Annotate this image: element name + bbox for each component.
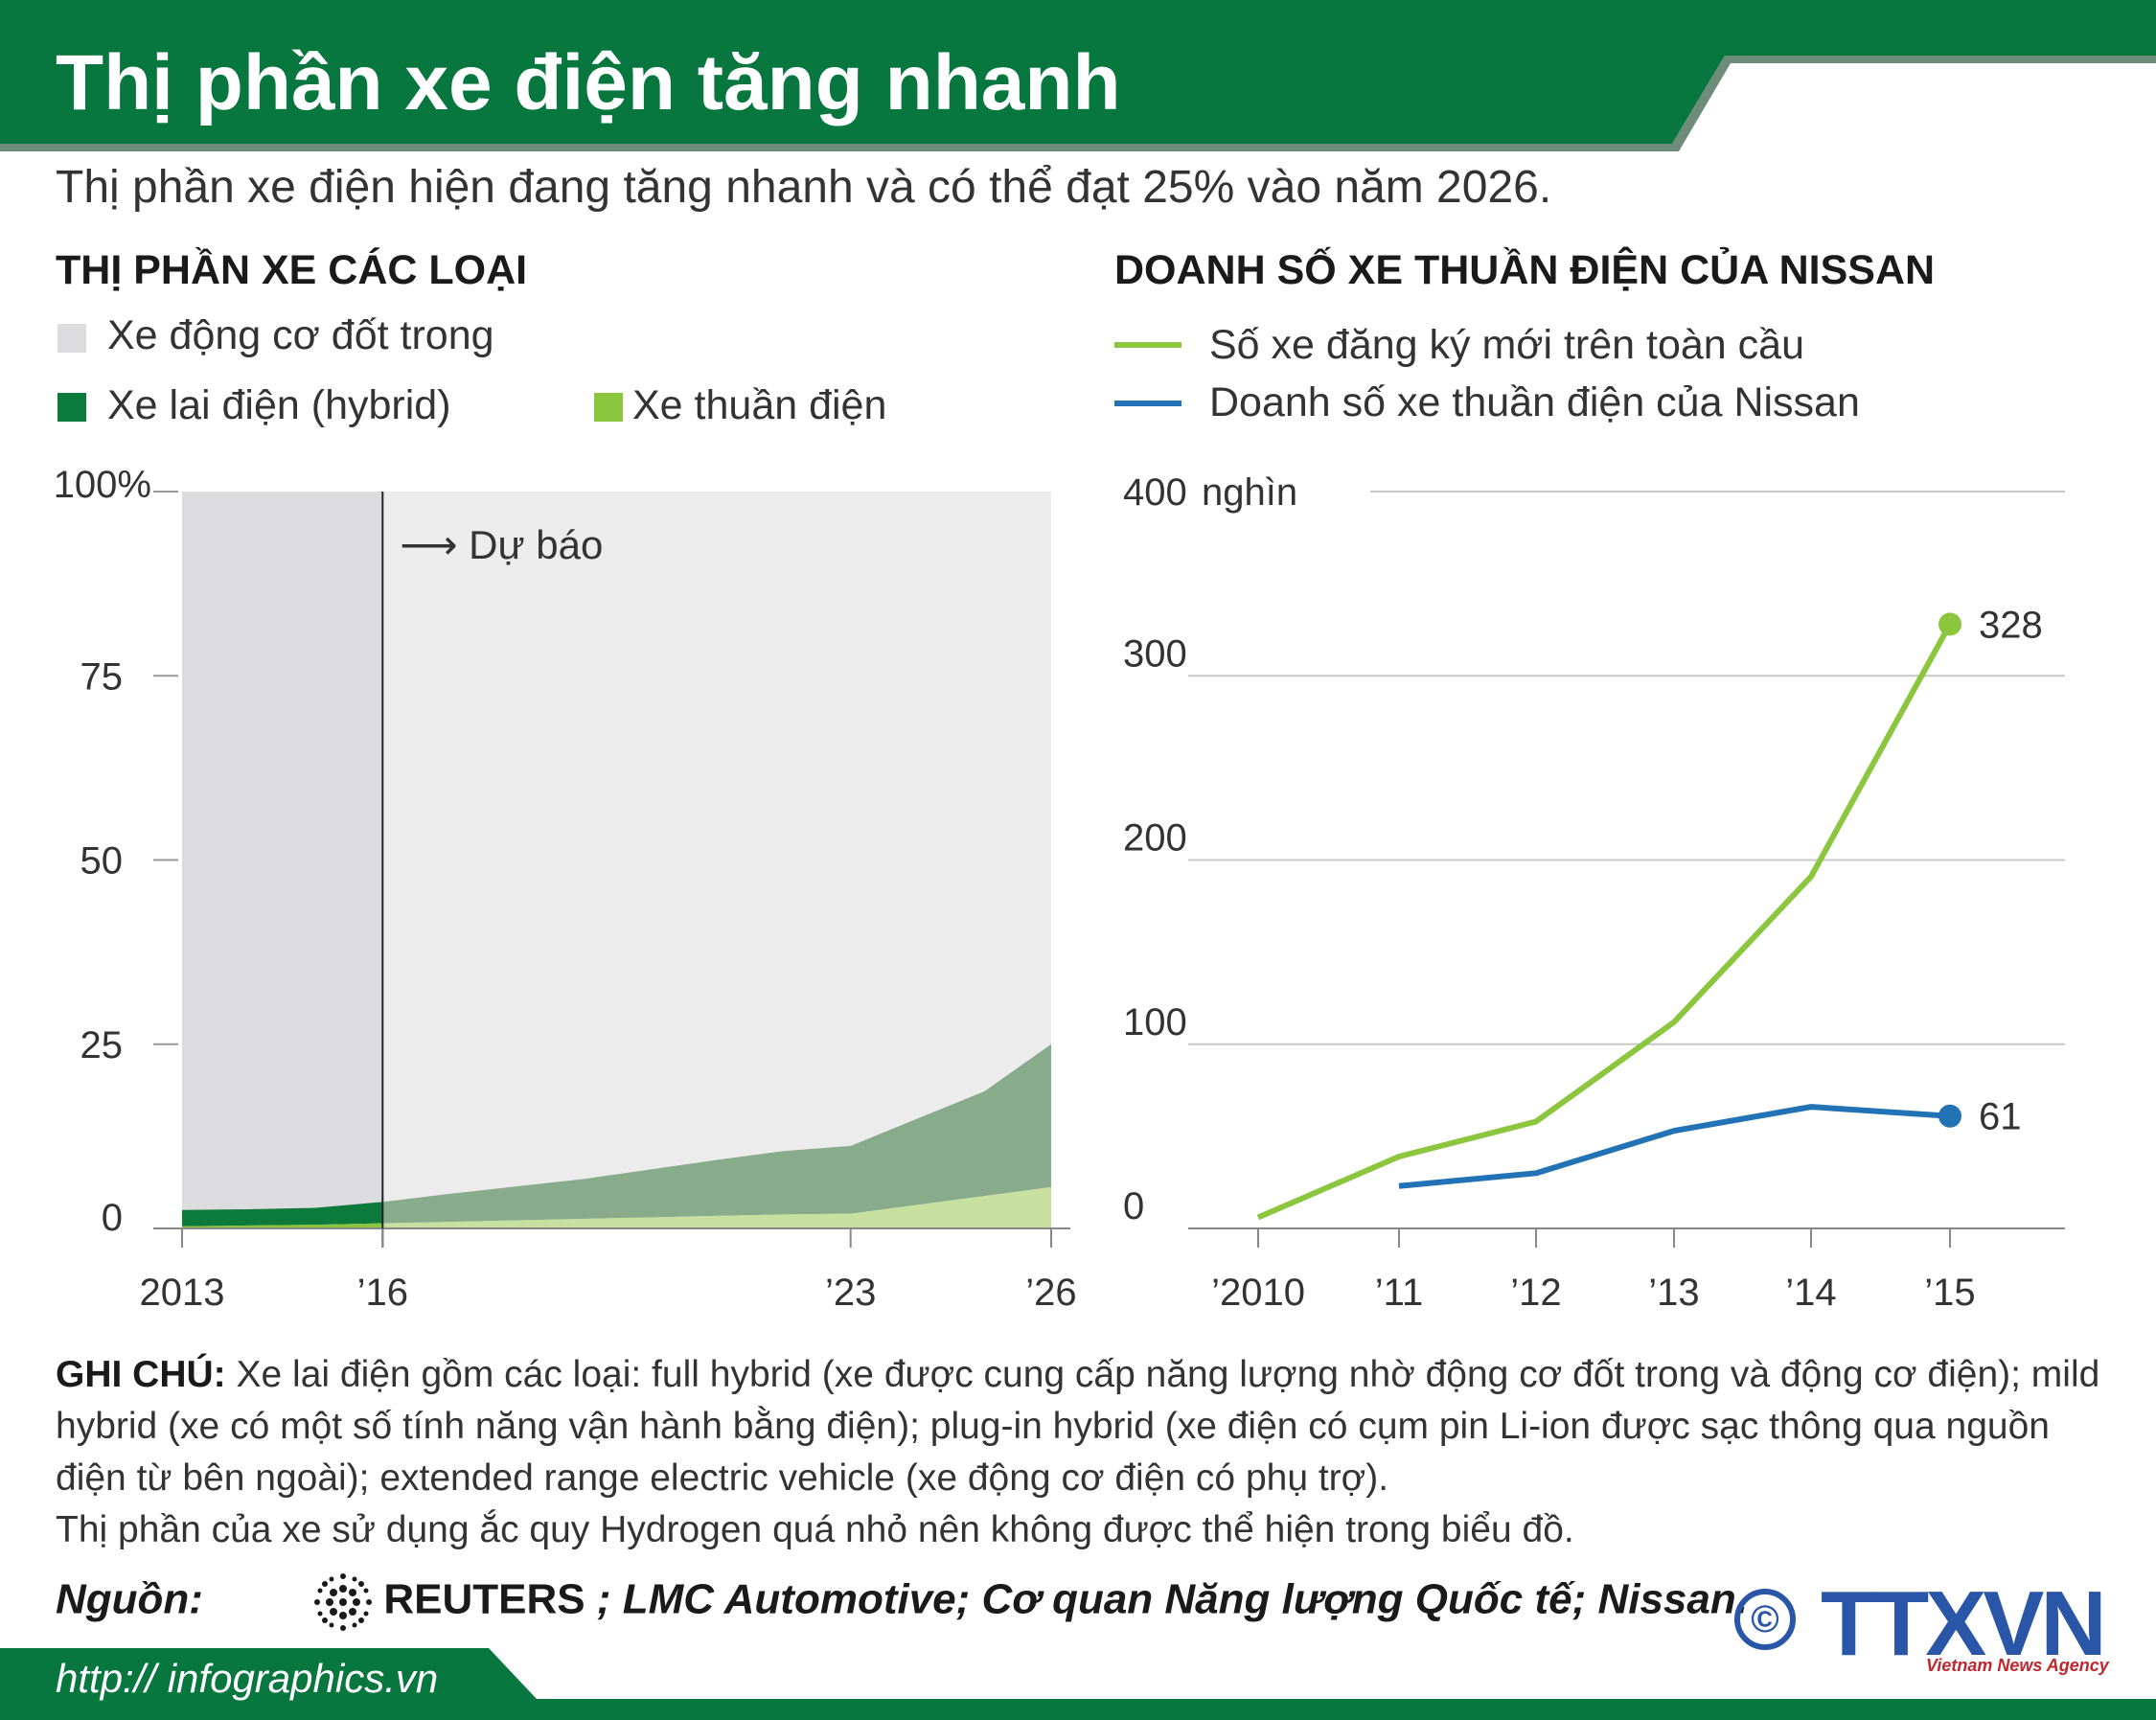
area-bev-historic <box>182 1223 383 1228</box>
page-title: Thị phần xe điện tăng nhanh <box>56 39 1121 126</box>
x-tick-label: ’16 <box>357 1272 408 1314</box>
legend-swatch-ice <box>57 324 86 353</box>
y-tick-label: 100% <box>54 464 151 506</box>
forecast-label: ⟶ Dự báo <box>400 522 603 567</box>
y-tick-label: 200 <box>1123 817 1187 860</box>
x-tick-label: ’12 <box>1510 1272 1561 1314</box>
agency-label: Vietnam News Agency <box>1926 1656 2109 1675</box>
notes-label: GHI CHÚ: <box>56 1354 226 1395</box>
series-line-nissan-end-label: 61 <box>1979 1096 2022 1138</box>
ttxvn-logo: TTXVN <box>1821 1572 2107 1675</box>
reuters-logo-icon <box>314 1573 373 1631</box>
series-line-nissan <box>1398 1104 1951 1189</box>
y-unit-label: nghìn <box>1202 471 1297 514</box>
legend-swatch-bev <box>594 393 623 422</box>
legend-line-nissan <box>1114 401 1181 406</box>
area-bev-forecast <box>382 1186 1051 1228</box>
area-hybrid-forecast <box>382 1043 1051 1224</box>
right-chart-heading: DOANH SỐ XE THUẦN ĐIỆN CỦA NISSAN <box>1114 247 1936 293</box>
y-tick-label: 0 <box>102 1197 123 1239</box>
source-label: Nguồn: <box>56 1575 203 1623</box>
series-line-registrations-end-label: 328 <box>1979 604 2043 646</box>
legend-swatch-hybrid <box>57 393 86 422</box>
area-ice-forecast <box>382 492 1051 1228</box>
y-tick-label: 400 <box>1123 471 1187 514</box>
x-tick-label: ’15 <box>1924 1272 1975 1314</box>
legend-label-ice: Xe động cơ đốt trong <box>107 312 494 358</box>
y-tick-label: 75 <box>80 655 124 698</box>
series-line-registrations <box>1256 622 1953 1221</box>
source-line: Nguồn: REUTERS ; LMC Automotive; Cơ quan… <box>56 1571 1748 1633</box>
y-tick-label: 50 <box>80 840 124 883</box>
x-tick-label: ’14 <box>1785 1272 1836 1314</box>
footer-band <box>0 1648 2156 1720</box>
y-tick-label: 25 <box>80 1024 124 1066</box>
market-share-chart: 100% 75 50 25 0 ⟶ Dự báo 2013 ’16 ’23 ’26 <box>54 464 1077 1314</box>
legend-line-registrations <box>1114 342 1181 348</box>
area-hybrid-historic <box>182 1202 383 1227</box>
x-tick-label: ’11 <box>1375 1272 1423 1314</box>
x-tick-label: ’23 <box>825 1272 876 1314</box>
notes-text: Xe lai điện gồm các loại: full hybrid (x… <box>56 1354 2100 1499</box>
notes-line2: Thị phần của xe sử dụng ắc quy Hydrogen … <box>56 1509 1574 1550</box>
legend-label-registrations: Số xe đăng ký mới trên toàn cầu <box>1209 322 1804 368</box>
x-tick-label: ’2010 <box>1211 1272 1305 1314</box>
y-tick-label: 0 <box>1123 1185 1144 1227</box>
footer-url: http:// infographics.vn <box>56 1656 439 1701</box>
y-tick-label: 300 <box>1123 632 1187 675</box>
x-tick-label: 2013 <box>140 1272 225 1314</box>
legend-label-nissan: Doanh số xe thuần điện của Nissan <box>1209 379 1860 425</box>
series-line-nissan-end-marker <box>1938 1104 1961 1128</box>
source-rest: ; LMC Automotive; Cơ quan Năng lượng Quố… <box>585 1575 1748 1623</box>
left-chart-heading: THỊ PHẦN XE CÁC LOẠI <box>56 247 528 293</box>
source-reuters: REUTERS <box>383 1575 585 1623</box>
legend-label-bev: Xe thuần điện <box>632 382 887 428</box>
series-line-registrations-end-marker <box>1938 612 1961 636</box>
area-ice-historic <box>182 492 383 1228</box>
page-subtitle: Thị phần xe điện hiện đang tăng nhanh và… <box>56 162 1552 213</box>
notes-block: GHI CHÚ: Xe lai điện gồm các loại: full … <box>56 1349 2106 1556</box>
x-tick-label: ’26 <box>1025 1272 1076 1314</box>
nissan-sales-chart: 400 300 200 100 0 nghìn ’2010 ’11 ’12 ’13 ’14 ’15 32… <box>1123 471 2065 1314</box>
legend-label-hybrid: Xe lai điện (hybrid) <box>107 382 451 428</box>
y-tick-label: 100 <box>1123 1001 1187 1043</box>
header-band <box>0 0 2156 151</box>
copyright-icon: © <box>1734 1589 1796 1650</box>
x-tick-label: ’13 <box>1648 1272 1699 1314</box>
